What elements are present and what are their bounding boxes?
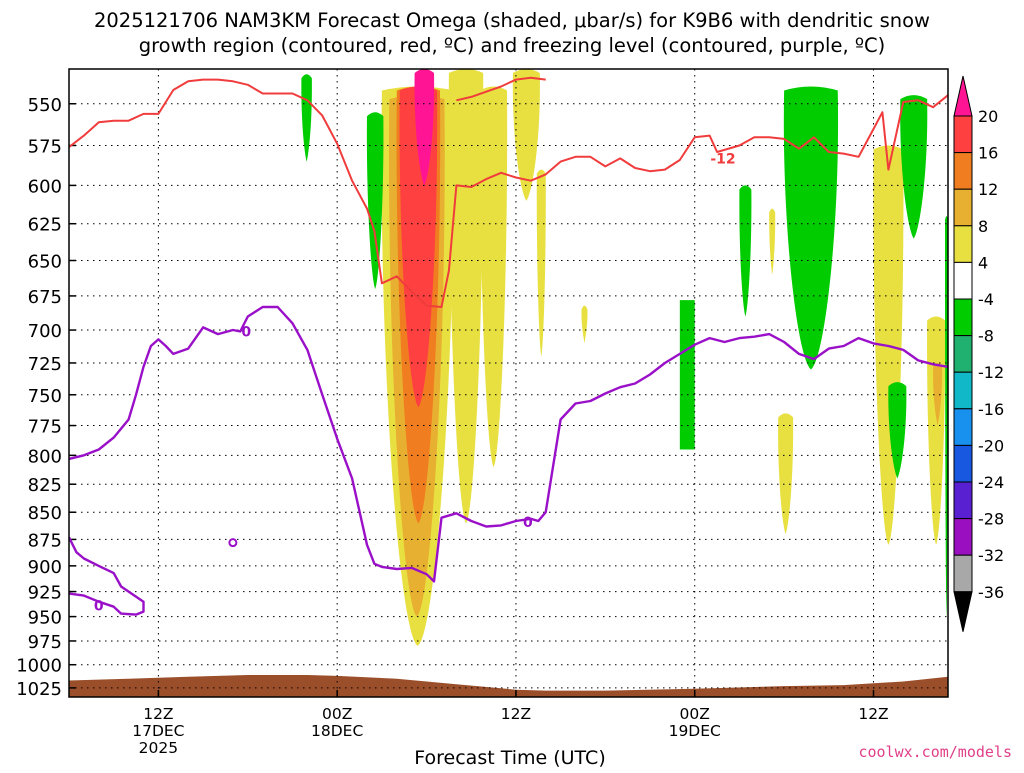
colorbar-label: -8: [978, 327, 994, 346]
colorbar-swatch: [953, 225, 973, 263]
x-tick-label: 00Z: [322, 705, 352, 723]
colorbar-swatch: [953, 554, 973, 593]
colorbar-label: -16: [978, 400, 1004, 419]
terrain-surface: [69, 675, 948, 697]
omega-shading: [301, 69, 948, 646]
y-tick-label: 750: [28, 386, 62, 407]
colorbar-swatch: [953, 188, 973, 227]
y-tick-label: 675: [28, 287, 62, 308]
colorbar-swatch: [953, 481, 973, 520]
y-tick-label: 900: [28, 557, 62, 578]
omega-region: [783, 86, 839, 370]
dgz-contour: [456, 76, 546, 102]
colorbar-label: -12: [978, 363, 1004, 382]
omega-region: [900, 95, 928, 239]
y-tick-label: 850: [28, 503, 62, 524]
x-tick-label: 12Z: [501, 705, 531, 723]
x-tick-label: 17DEC: [132, 722, 184, 740]
y-tick-label: 725: [28, 354, 62, 375]
colorbar-swatch: [953, 444, 973, 483]
y-tick-label: 625: [28, 215, 62, 236]
y-tick-label: 550: [28, 95, 62, 116]
colorbar-label: -4: [978, 290, 994, 309]
omega-region: [888, 382, 907, 479]
freezing-level-contour: [69, 536, 145, 616]
dgz-contour-label: -12: [710, 151, 735, 167]
credit-link[interactable]: coolwx.com/models: [858, 743, 1012, 761]
chart-title-line2: growth region (contoured, red, ºC) and f…: [139, 34, 886, 57]
freezing-contour-label: 0: [523, 515, 533, 531]
colorbar-label: 16: [978, 144, 998, 163]
omega-region: [927, 316, 946, 545]
contours: -12 0 0 0: [69, 76, 948, 616]
colorbar-label: -24: [978, 473, 1004, 492]
colorbar-swatch: [953, 371, 973, 410]
dgz-contour: [69, 78, 948, 308]
colorbar-label: -36: [978, 583, 1004, 602]
freezing-contour-label: 0: [241, 324, 251, 340]
chart-title-line1: 2025121706 NAM3KM Forecast Omega (shaded…: [94, 9, 930, 32]
plot-frame: [68, 68, 949, 698]
y-tick-label: 800: [28, 446, 62, 467]
x-tick-label: 12Z: [858, 705, 888, 723]
colorbar-label: -32: [978, 546, 1004, 565]
x-tick-label: 2025: [139, 739, 178, 757]
omega-region: [480, 86, 508, 467]
colorbar-label: 20: [978, 107, 998, 126]
omega-region: [581, 305, 588, 344]
terrain-fill: [69, 675, 948, 697]
y-tick-label: 825: [28, 475, 62, 496]
y-axis: 550 575 600 625 650 675 700 725 750 775 800 825 850 8…: [16, 95, 62, 700]
omega-region: [301, 74, 312, 162]
y-tick-label: 775: [28, 417, 62, 438]
y-tick-label: 575: [28, 136, 62, 157]
colorbar-swatch: [953, 518, 973, 556]
y-tick-label: 950: [28, 608, 62, 629]
y-tick-label: 875: [28, 530, 62, 551]
x-axis-title: Forecast Time (UTC): [414, 747, 605, 768]
colorbar-swatch: [953, 298, 973, 337]
colorbar-swatch: [953, 261, 973, 300]
colorbar-label: 12: [978, 180, 998, 199]
grid-lines: [69, 69, 948, 697]
omega-region: [512, 69, 540, 201]
omega-region: [933, 362, 943, 426]
x-tick-label: 18DEC: [311, 722, 363, 740]
colorbar-label: -20: [978, 436, 1004, 455]
colorbar-cap-top: [953, 75, 973, 117]
y-tick-label: 925: [28, 583, 62, 604]
x-tick-label: 00Z: [680, 705, 710, 723]
y-tick-label: 650: [28, 252, 62, 273]
omega-region: [536, 169, 546, 357]
colorbar-swatch: [953, 152, 973, 190]
omega-region: [679, 300, 695, 450]
omega-region: [769, 208, 776, 275]
colorbar-label: 8: [978, 217, 988, 236]
x-tick-label: 12Z: [143, 705, 173, 723]
omega-region: [778, 413, 794, 535]
y-tick-label: 975: [28, 632, 62, 653]
omega-region: [739, 185, 752, 317]
colorbar-swatch: [953, 335, 973, 373]
colorbar-label: 4: [978, 253, 988, 272]
colorbar: 20 16 12 8 4 -4 -8 -12 -16 -20 -24 -28 -32 -36: [953, 75, 1004, 632]
colorbar-swatch: [953, 408, 973, 446]
colorbar-swatch: [953, 115, 973, 154]
freezing-level-contour: [228, 538, 238, 548]
omega-region: [366, 112, 384, 289]
freezing-level-contour: [69, 305, 948, 583]
colorbar-cap-bottom: [953, 591, 973, 632]
y-tick-label: 1025: [16, 679, 62, 700]
omega-region: [414, 69, 435, 186]
freezing-contour-label: 0: [94, 599, 104, 615]
colorbar-label: -28: [978, 510, 1004, 529]
x-tick-label: 19DEC: [669, 722, 721, 740]
y-tick-label: 600: [28, 176, 62, 197]
y-tick-label: 1000: [16, 656, 62, 677]
y-tick-label: 700: [28, 321, 62, 342]
